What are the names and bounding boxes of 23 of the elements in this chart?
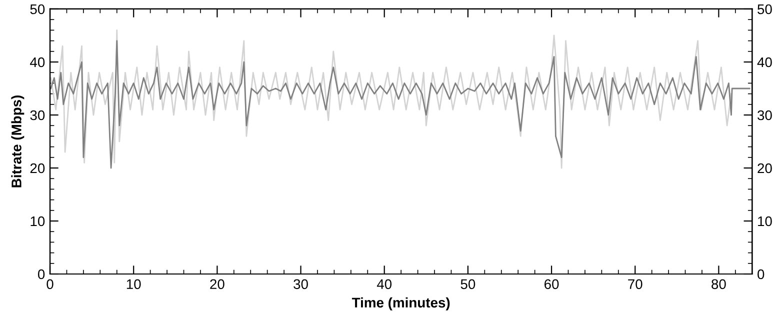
x-tick-label: 50 — [460, 279, 476, 290]
y-tick-label: 40 — [30, 57, 45, 68]
y-tick-label: 0 — [38, 269, 45, 280]
y2-tick-label: 50 — [758, 4, 772, 14]
y2-tick-label: 10 — [758, 216, 772, 226]
x-tick-label: 40 — [376, 279, 392, 290]
x-tick-label: 60 — [544, 279, 559, 290]
y-tick-label: 20 — [30, 163, 45, 174]
x-tick-label: 20 — [210, 279, 224, 290]
y-axis-title: Bitrate (Mbps) — [11, 96, 24, 188]
y2-tick-label: 0 — [758, 269, 764, 280]
y2-tick-label: 40 — [757, 57, 772, 68]
y-tick-label: 10 — [30, 216, 45, 226]
x-tick-label: 0 — [46, 279, 54, 290]
x-axis-title: Time (minutes) — [352, 297, 450, 310]
y-tick-label: 30 — [30, 110, 45, 120]
x-tick-label: 80 — [712, 279, 726, 290]
x-tick-label: 70 — [628, 279, 642, 290]
x-tick-label: 30 — [294, 279, 308, 290]
y2-tick-label: 30 — [758, 110, 772, 120]
y2-tick-label: 20 — [758, 163, 772, 174]
x-tick-label: 10 — [126, 279, 141, 290]
y-tick-label: 50 — [30, 4, 45, 14]
